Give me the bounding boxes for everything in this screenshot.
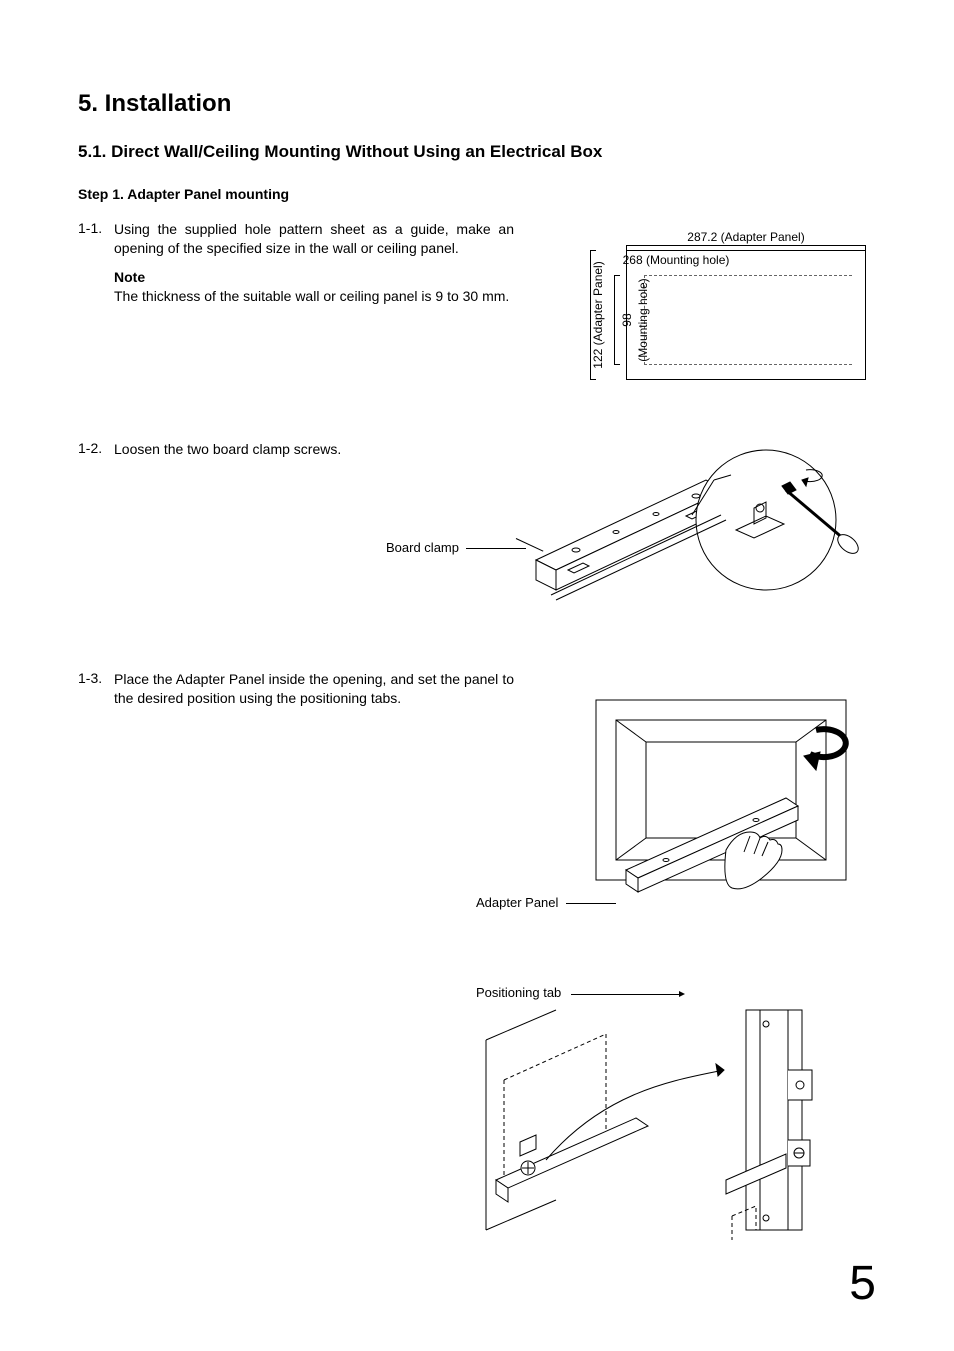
page-number: 5 — [849, 1256, 876, 1311]
step-number: 1-3. — [78, 670, 114, 686]
subsection-heading: 5.1. Direct Wall/Ceiling Mounting Withou… — [78, 142, 876, 162]
board-clamp-leader — [466, 548, 526, 549]
mounting-hole-height-num: 98 — [620, 313, 634, 326]
positioning-tab-label: Positioning tab — [476, 985, 561, 1000]
step-text: Loosen the two board clamp screws. — [114, 440, 514, 459]
step-number: 1-1. — [78, 220, 114, 236]
section-heading: 5. Installation — [78, 90, 876, 118]
positioning-tab-block: Positioning tab — [78, 980, 876, 1260]
mounting-hole-height-label: (Mounting hole) — [636, 278, 650, 361]
board-clamp-drawing-icon — [456, 420, 876, 640]
positioning-tab-drawing-icon — [456, 980, 876, 1260]
note-heading: Note — [114, 268, 514, 287]
diagram-positioning-tab: Positioning tab — [456, 980, 876, 1260]
step-number: 1-2. — [78, 440, 114, 456]
step-1-1-text: Using the supplied hole pattern sheet as… — [114, 221, 514, 256]
adapter-panel-height-label: 122 (Adapter Panel) — [591, 261, 605, 368]
diagram-panel-dimensions: 287.2 (Adapter Panel) 268 (Mounting hole… — [556, 220, 876, 390]
note-text: The thickness of the suitable wall or ce… — [114, 287, 514, 306]
adapter-panel-leader — [566, 903, 616, 904]
positioning-tab-leader — [571, 994, 681, 995]
adapter-panel-width-label: 287.2 (Adapter Panel) — [626, 230, 866, 244]
board-clamp-label: Board clamp — [386, 540, 459, 555]
adapter-panel-label: Adapter Panel — [476, 895, 558, 910]
diagram-board-clamp: Board clamp — [456, 420, 876, 640]
step-text: Using the supplied hole pattern sheet as… — [114, 220, 514, 306]
step-1-3-block: 1-3. Place the Adapter Panel inside the … — [78, 670, 876, 970]
adapter-panel-drawing-icon — [536, 670, 876, 930]
step-heading: Step 1. Adapter Panel mounting — [78, 186, 876, 202]
mounting-hole-outline — [644, 275, 852, 365]
step-text: Place the Adapter Panel inside the openi… — [114, 670, 514, 708]
step-1-1-block: 1-1. Using the supplied hole pattern she… — [78, 220, 876, 410]
step-1-2-block: 1-2. Loosen the two board clamp screws. … — [78, 440, 876, 660]
diagram-adapter-panel-insert: Adapter Panel — [536, 670, 876, 930]
